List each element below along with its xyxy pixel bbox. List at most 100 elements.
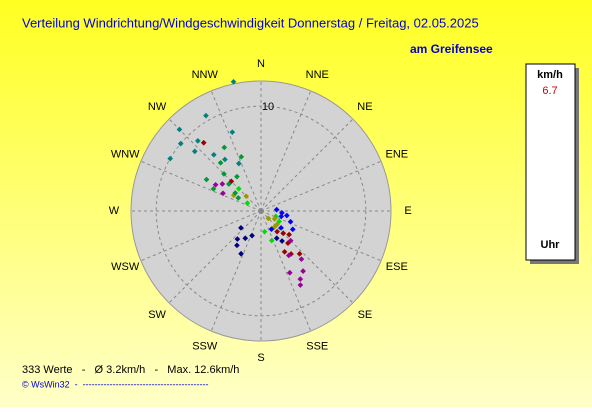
legend-box — [525, 63, 576, 261]
point — [238, 153, 245, 160]
point — [243, 193, 250, 200]
point — [289, 226, 296, 233]
point — [244, 200, 251, 206]
point — [271, 216, 278, 222]
point — [238, 225, 244, 231]
spoke — [260, 210, 354, 304]
point — [297, 282, 304, 288]
point — [280, 230, 287, 237]
point — [242, 235, 249, 242]
point — [230, 78, 237, 85]
point — [286, 269, 293, 276]
spoke — [260, 160, 382, 212]
point — [238, 250, 244, 257]
point — [298, 256, 305, 263]
current-value: 6.7 — [542, 85, 557, 97]
r-tick-label: 10 — [262, 101, 274, 113]
spoke — [260, 210, 382, 262]
point — [268, 226, 275, 232]
direction-label: NNE — [306, 69, 329, 81]
point — [281, 249, 288, 255]
direction-label: N — [257, 58, 265, 70]
point — [203, 112, 209, 119]
direction-label: ENE — [385, 149, 408, 161]
point — [226, 181, 232, 187]
summary: 333 Werte - Ø 3.2km/h - Max. 12.6km/h — [22, 364, 239, 376]
point — [300, 268, 306, 274]
point — [235, 185, 242, 192]
point — [278, 213, 285, 220]
point — [167, 155, 174, 162]
direction-label: WNW — [111, 149, 140, 161]
credit: © WsWin32 - ----------------------------… — [22, 379, 209, 389]
spoke — [260, 118, 354, 212]
point — [236, 160, 242, 167]
point — [234, 236, 241, 242]
point — [286, 231, 292, 238]
point — [296, 251, 303, 257]
point — [234, 173, 240, 180]
spoke — [260, 210, 312, 332]
direction-label: ESE — [386, 261, 408, 273]
direction-label: NW — [148, 101, 167, 113]
point — [278, 225, 284, 231]
point — [273, 206, 280, 213]
point — [219, 181, 226, 187]
direction-label: E — [404, 205, 411, 217]
point — [203, 176, 210, 183]
point — [297, 276, 304, 282]
chart-subtitle: am Greifensee — [410, 42, 493, 56]
legend-title: km/h — [537, 69, 563, 81]
point — [265, 215, 272, 222]
direction-label: SW — [148, 309, 166, 321]
point — [222, 156, 228, 163]
spoke — [140, 160, 262, 212]
point — [287, 218, 294, 225]
direction-label: SE — [358, 309, 373, 321]
point — [221, 144, 228, 151]
point — [191, 148, 198, 155]
direction-label: S — [257, 352, 264, 364]
point — [212, 181, 219, 188]
spoke — [210, 210, 262, 332]
legend-footer: Uhr — [541, 239, 561, 251]
point — [287, 237, 294, 244]
point — [274, 228, 280, 235]
point — [221, 171, 227, 177]
spoke — [168, 118, 262, 212]
point — [210, 151, 217, 158]
point — [279, 238, 285, 244]
direction-label: SSE — [306, 341, 328, 353]
spoke — [210, 90, 262, 212]
point — [235, 195, 242, 201]
point — [200, 139, 207, 146]
point — [268, 237, 275, 244]
point — [217, 159, 224, 166]
point — [249, 232, 255, 239]
direction-label: NNW — [192, 69, 219, 81]
chart-title: Verteilung Windrichtung/Windgeschwindigk… — [22, 15, 479, 30]
point — [279, 209, 285, 216]
point — [220, 190, 226, 197]
point — [234, 242, 240, 249]
spoke — [140, 210, 262, 262]
point — [229, 129, 236, 136]
direction-label: WSW — [111, 261, 140, 273]
direction-label: NE — [357, 101, 372, 113]
grid-ring — [155, 105, 367, 317]
spoke — [168, 210, 262, 304]
direction-label: SSW — [192, 341, 218, 353]
point — [195, 138, 201, 144]
point — [273, 235, 280, 242]
spoke — [260, 90, 312, 212]
point — [232, 190, 239, 196]
direction-label: W — [109, 205, 120, 217]
point — [261, 228, 268, 235]
point — [285, 252, 292, 259]
point — [176, 126, 183, 133]
point — [283, 212, 290, 219]
point — [210, 186, 217, 192]
point — [177, 140, 184, 147]
